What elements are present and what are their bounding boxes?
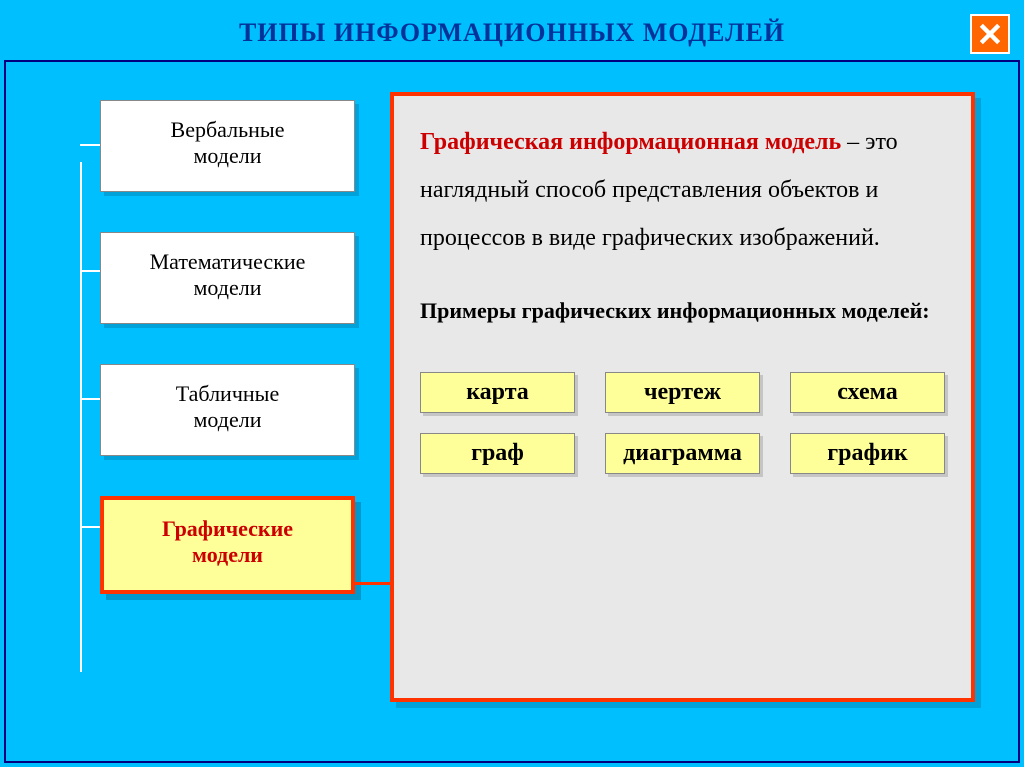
sidebar-item-label: модели	[194, 275, 262, 300]
tree-connector	[80, 398, 102, 400]
examples-grid: карта чертеж схема граф диаграмма график	[420, 372, 945, 474]
close-button[interactable]	[970, 14, 1010, 54]
sidebar-item-label: Графические	[162, 516, 293, 541]
sidebar-item-label: Вербальные	[171, 117, 285, 142]
tree-connector	[80, 526, 102, 528]
example-map[interactable]: карта	[420, 372, 575, 413]
sidebar-item-label: Табличные	[176, 381, 279, 406]
example-scheme[interactable]: схема	[790, 372, 945, 413]
sidebar-item-label: модели	[192, 542, 263, 567]
example-plot[interactable]: график	[790, 433, 945, 474]
example-graph[interactable]: граф	[420, 433, 575, 474]
sidebar-item-math[interactable]: Математические модели	[100, 232, 355, 324]
definition-panel: Графическая информационная модель – это …	[390, 92, 975, 702]
example-drawing[interactable]: чертеж	[605, 372, 760, 413]
examples-heading: Примеры графических информационных модел…	[420, 290, 945, 332]
sidebar-item-label: Математические	[150, 249, 306, 274]
definition-text: Графическая информационная модель – это …	[420, 118, 945, 262]
tree-connector-vertical	[80, 162, 82, 672]
close-icon	[977, 21, 1003, 47]
model-type-list: Вербальные модели Математические модели …	[60, 100, 355, 634]
example-diagram[interactable]: диаграмма	[605, 433, 760, 474]
sidebar-item-label: модели	[194, 143, 262, 168]
sidebar-item-verbal[interactable]: Вербальные модели	[100, 100, 355, 192]
active-connector	[352, 582, 392, 585]
page-title: ТИПЫ ИНФОРМАЦИОННЫХ МОДЕЛЕЙ	[0, 18, 1024, 48]
tree-connector	[80, 270, 102, 272]
sidebar-item-table[interactable]: Табличные модели	[100, 364, 355, 456]
definition-term: Графическая информационная модель	[420, 129, 841, 155]
sidebar-item-label: модели	[194, 407, 262, 432]
tree-connector	[80, 144, 102, 146]
sidebar-item-graphic[interactable]: Графические модели	[100, 496, 355, 594]
